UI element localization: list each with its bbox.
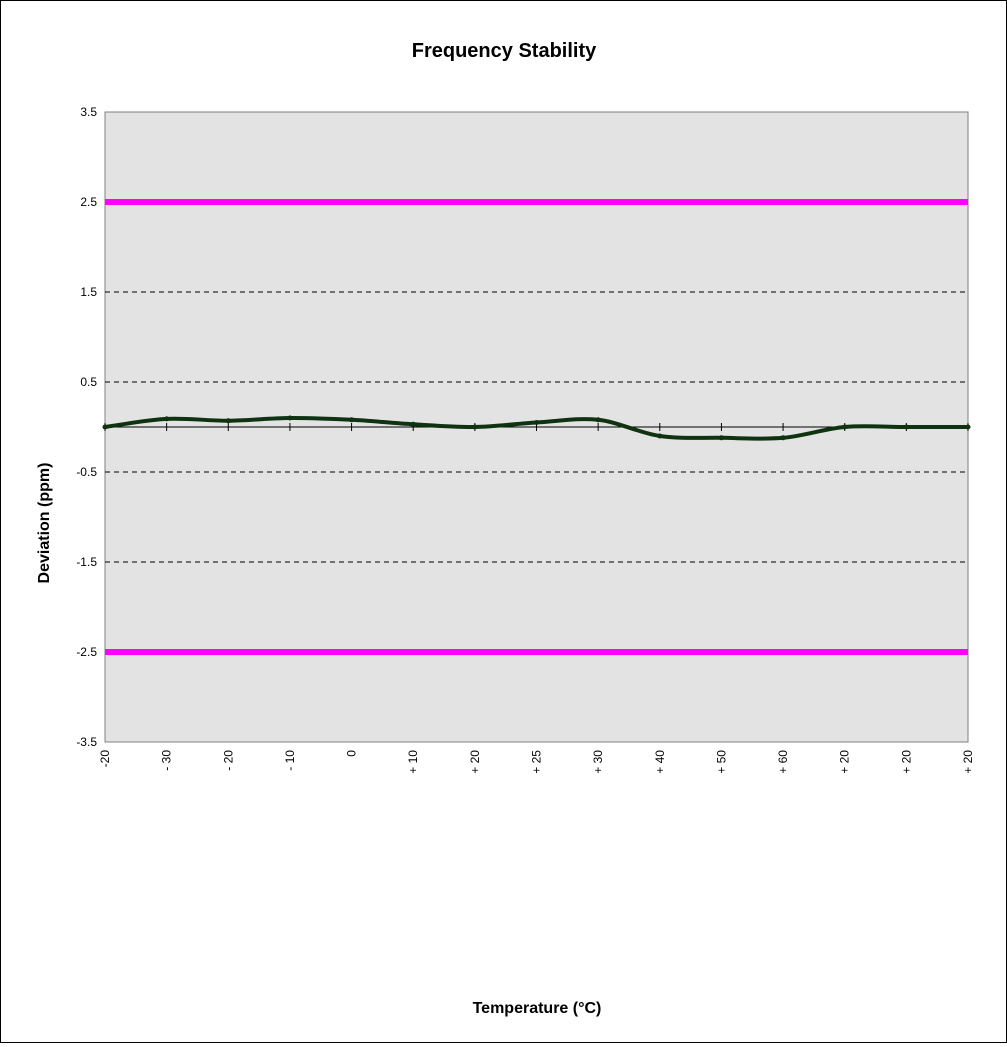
- chart-title: Frequency Stability: [412, 40, 597, 62]
- series-point: [595, 417, 601, 423]
- limit-lines: [105, 199, 968, 655]
- y-axis-title: Deviation (ppm): [36, 463, 53, 584]
- series-point: [657, 433, 663, 439]
- x-tick-label: -20: [98, 750, 112, 768]
- x-tick-label: + 30: [591, 750, 605, 774]
- y-tick-label: -3.5: [76, 735, 97, 749]
- x-axis-title: Temperature (°C): [473, 1000, 602, 1017]
- x-tick-labels: -20 - 30 - 20 - 10 0 + 10 + 20 + 25 + 30 + 40 + 50…: [98, 750, 975, 774]
- x-tick-label: + 60: [776, 750, 790, 774]
- x-tick-label: + 10: [406, 750, 420, 774]
- series-group: [102, 415, 971, 441]
- series-point: [225, 418, 231, 424]
- series-point: [472, 424, 478, 430]
- x-tick-label: 0: [345, 750, 359, 757]
- y-tick-label: 2.5: [80, 195, 97, 209]
- series-point: [534, 420, 539, 425]
- series-point: [965, 424, 971, 430]
- x-tick-label: + 40: [653, 750, 667, 774]
- series-point: [903, 424, 909, 430]
- x-tick-label: + 20: [899, 750, 913, 774]
- series-point: [164, 416, 170, 422]
- y-tick-label: 1.5: [80, 285, 97, 299]
- y-tick-labels: 3.5 2.5 1.5 0.5 -0.5 -1.5 -2.5 -3.5: [76, 105, 97, 749]
- series-point: [410, 421, 416, 427]
- x-tick-label: - 10: [283, 750, 297, 771]
- series-point: [842, 424, 848, 430]
- series-point: [718, 435, 724, 441]
- x-tick-label: - 20: [221, 750, 235, 771]
- x-tick-label: - 30: [160, 750, 174, 771]
- series-point: [287, 415, 293, 421]
- series-point: [102, 424, 108, 430]
- y-tick-label: 3.5: [80, 105, 97, 119]
- x-tick-label: + 20: [961, 750, 975, 774]
- y-tick-label: -0.5: [76, 465, 97, 479]
- series-point: [780, 435, 786, 441]
- series-point: [349, 417, 355, 423]
- x-tick-label: + 20: [468, 750, 482, 774]
- x-tick-label: + 25: [530, 750, 544, 774]
- x-tick-label: + 20: [838, 750, 852, 774]
- y-tick-label: -2.5: [76, 645, 97, 659]
- y-tick-label: -1.5: [76, 555, 97, 569]
- y-tick-label: 0.5: [80, 375, 97, 389]
- x-tick-label: + 50: [714, 750, 728, 774]
